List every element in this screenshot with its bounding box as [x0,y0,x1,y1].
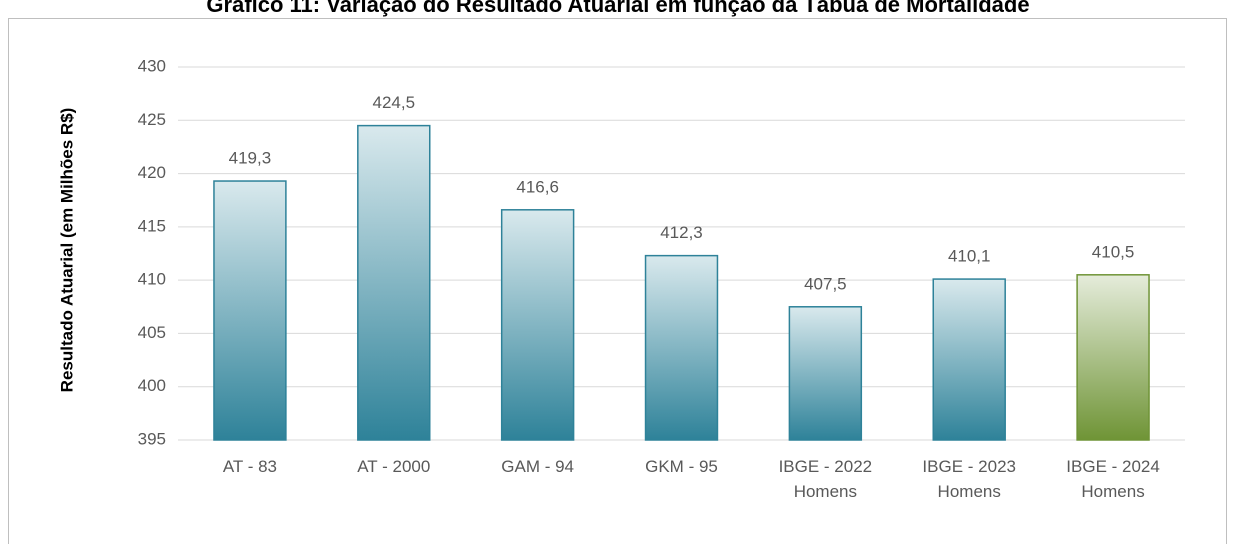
y-tick-label: 410 [138,270,166,289]
bar [788,306,863,441]
x-tick-label: IBGE - 2022 Homens [779,457,873,501]
x-tick-label: IBGE - 2024 Homens [1066,457,1160,501]
x-tick-label: AT - 83 [223,457,277,476]
y-tick-label: 420 [138,163,166,182]
bar [500,209,575,441]
value-label: 412,3 [660,223,703,242]
y-tick-label: 400 [138,376,166,395]
value-label: 419,3 [229,149,272,168]
x-tick-label: IBGE - 2023 Homens [922,457,1016,501]
y-tick-label: 425 [138,110,166,129]
value-label: 410,5 [1092,242,1135,261]
bar [357,124,431,441]
bar [213,180,287,441]
x-tick-label: GAM - 94 [501,457,574,476]
x-tick-label: AT - 2000 [357,457,430,476]
y-tick-label: 430 [138,56,166,75]
value-label: 407,5 [804,274,847,293]
x-tick-label: GKM - 95 [645,457,718,476]
bar [644,254,719,441]
y-tick-label: 395 [138,429,166,448]
chart-frame [8,18,1227,544]
bar [1076,274,1150,441]
y-tick-label: 405 [138,323,166,342]
y-axis-label: Resultado Atuarial (em Milhões R$) [57,108,76,393]
bar [932,278,1006,441]
value-label: 410,1 [948,247,991,266]
value-label: 424,5 [373,93,416,112]
value-label: 416,6 [516,177,559,196]
y-tick-label: 415 [138,216,166,235]
chart-title: Gráfico 11: Variação do Resultado Atuari… [206,0,1029,17]
